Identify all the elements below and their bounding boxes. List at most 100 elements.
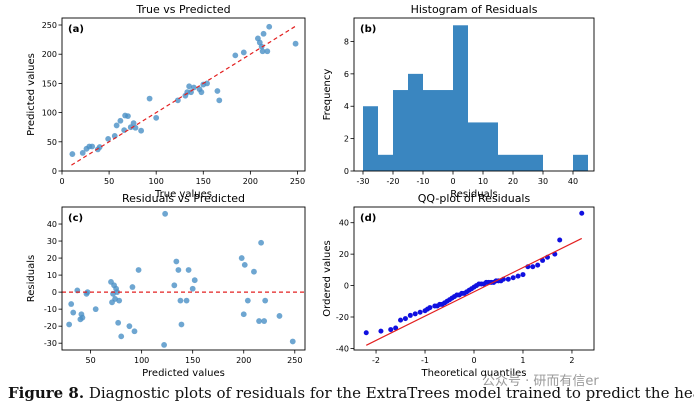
x-tick-label: 150 [196,177,211,186]
data-point [256,318,262,324]
histogram-bar [453,25,468,171]
x-tick-label: 250 [287,356,302,365]
data-point [292,40,299,47]
panel-d: -2 -1 0 1 2 -40 -20 0 20 40 QQ-plot of Residuals Th… [322,192,595,379]
data-point [190,84,197,91]
data-point [116,297,123,304]
panel-label: (d) [360,213,376,224]
histogram-bar [423,90,438,171]
reference-line [365,237,583,346]
data-point [68,301,75,307]
histogram-bar [393,90,408,171]
data-point [535,262,541,268]
data-point [191,277,198,284]
data-point [89,143,96,150]
data-point [186,83,193,90]
data-point [240,49,247,56]
x-tick-label: 100 [149,177,164,186]
data-point [510,275,516,281]
data-point [161,341,168,348]
data-point [79,314,86,321]
x-axis-label: Predicted values [142,368,225,379]
data-point [388,327,394,333]
axes-frame [353,17,595,172]
chart-title: Histogram of Residuals [411,3,538,16]
data-point [177,297,184,304]
reference-line [71,24,298,166]
x-tick-label: -2 [372,356,380,365]
data-point [238,255,245,261]
y-axis-label: Predicted values [26,53,37,136]
axes-frame [61,206,306,351]
data-point [393,325,399,331]
data-point [241,261,248,268]
y-tick-label: -20 [336,313,349,322]
histogram-bar [378,154,393,171]
x-tick-label: 200 [236,356,251,365]
data-point [505,276,511,282]
x-tick-label: 250 [290,177,305,186]
x-tick-label: 0 [59,177,64,186]
data-point [114,289,121,296]
histogram-bar [408,73,423,171]
y-tick-label: 8 [344,37,349,46]
data-point [427,305,433,311]
watermark-text: 公众号 · 研而有信er [482,374,599,389]
y-tick-label: 200 [42,50,57,59]
data-point [417,309,423,315]
y-tick-label: 2 [344,135,349,144]
chart-title: True vs Predicted [135,3,230,16]
data-point [132,124,139,131]
y-tick-label: 50 [47,138,57,147]
data-point [70,309,77,316]
data-point [183,297,190,304]
x-axis-label: True values [154,189,212,200]
caption-label: Figure 8. [8,384,85,402]
y-axis-label: Frequency [322,69,333,121]
data-point [125,113,131,120]
data-point [259,48,266,55]
data-point [126,323,133,330]
y-tick-label: 20 [47,254,57,263]
x-tick-label: 30 [538,177,548,186]
data-point [216,97,223,104]
x-axis-label: Theoretical quantiles [420,368,526,379]
data-point [244,297,251,304]
data-point [264,48,271,55]
x-tick-label: 0 [471,356,476,365]
data-point [146,95,153,102]
data-point [240,311,247,318]
x-tick-label: 150 [185,356,200,365]
histogram-bar [438,90,453,171]
x-tick-label: 200 [243,177,258,186]
data-point [162,210,169,217]
y-tick-label: 250 [42,21,57,30]
y-tick-label: 0 [52,167,57,176]
y-axis-label: Ordered values [322,240,333,316]
panel-b: -30 -20 -10 0 10 20 30 40 0 2 4 6 8 Histogram of Resi… [322,3,595,200]
x-tick-label: -20 [386,177,399,186]
panel-a: 0 50 100 150 200 250 0 50 100 150 200 250 True vs Pr… [26,3,306,200]
data-point [138,127,145,134]
data-point [251,268,257,275]
y-tick-label: 6 [344,70,349,79]
data-point [129,284,136,290]
data-point [178,321,185,328]
data-point [289,338,296,345]
y-tick-label: -30 [44,339,57,348]
data-point [66,321,73,328]
data-point [131,328,138,335]
y-tick-label: 150 [42,79,57,88]
y-tick-label: 20 [339,250,349,259]
y-tick-label: 0 [344,167,349,176]
panel-label: (c) [68,213,83,224]
y-axis-label: Residuals [26,255,37,302]
x-tick-label: 1 [520,356,525,365]
data-point [232,52,239,59]
data-point [175,267,182,273]
data-point [398,317,404,323]
panel-label: (b) [360,24,376,35]
x-tick-label: 20 [508,177,518,186]
data-point [69,151,76,157]
